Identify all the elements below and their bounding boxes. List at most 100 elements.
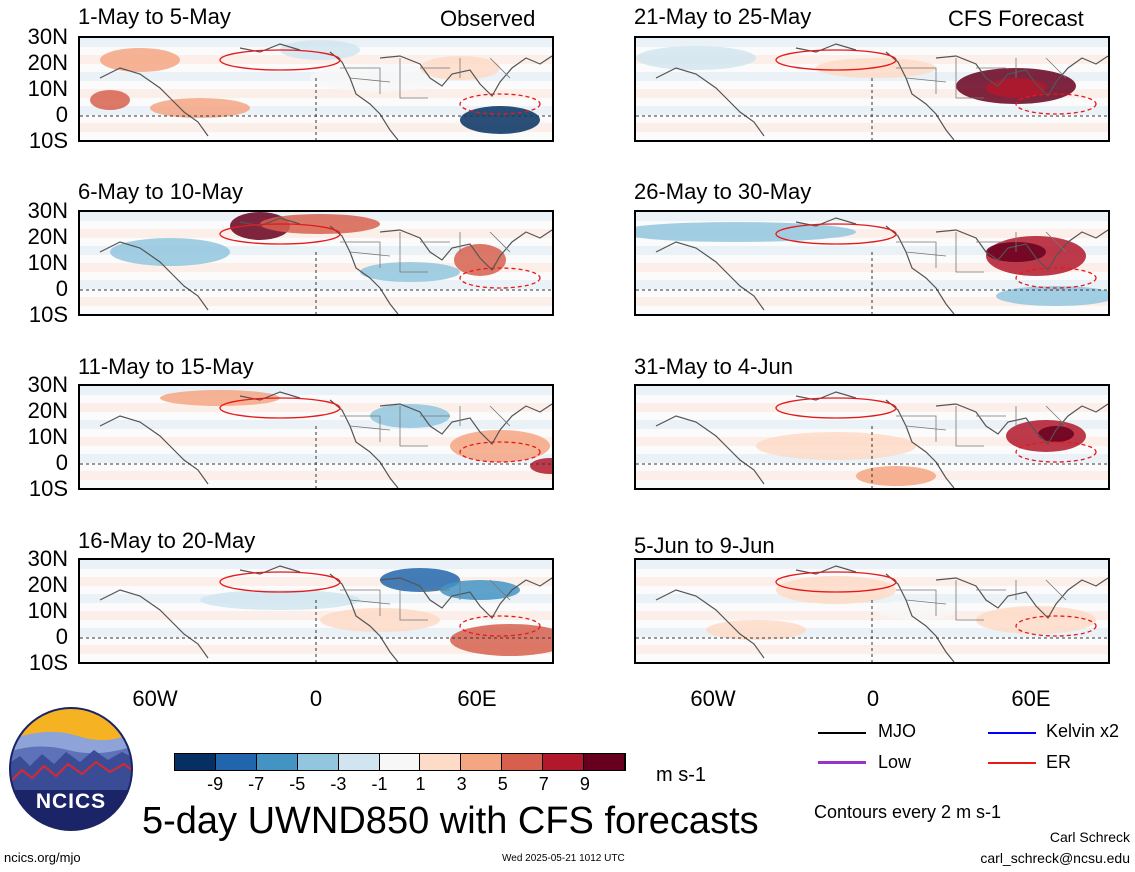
country-borders: [896, 231, 1067, 273]
colorbar-tick-label: 9: [579, 774, 590, 794]
lat-label: 10N: [27, 250, 68, 275]
observed-heading: Observed: [440, 6, 536, 31]
colorbar-tick-label: -7: [248, 774, 265, 794]
anomaly-blob: [776, 576, 896, 604]
country-borders: [896, 405, 1067, 447]
coastline: [99, 43, 552, 140]
lat-label: 10S: [28, 650, 68, 675]
anomaly-blob: [160, 390, 280, 406]
wind-anomaly-map: [636, 560, 1108, 662]
anomaly-blob: [856, 466, 936, 486]
er-contour-negative: [459, 441, 541, 463]
anomaly-blob: [530, 458, 552, 474]
lon-label: 0: [309, 686, 323, 711]
colorbar-tick-label: 5: [497, 774, 508, 794]
map-panel-p5: [634, 36, 1110, 142]
country-borders: [340, 405, 511, 447]
lat-label: 0: [55, 450, 68, 475]
map-panel-p1: [78, 36, 554, 142]
anomaly-band: [636, 229, 1108, 238]
colorbar-swatch: [256, 754, 298, 770]
anomaly-band: [80, 420, 552, 429]
lon-label: 60W: [132, 686, 178, 711]
anomaly-blob: [110, 238, 230, 266]
footer-url: ncics.org/mjo: [4, 850, 81, 865]
footer-email: carl_schreck@ncsu.edu: [980, 850, 1130, 866]
anomaly-band: [80, 577, 552, 586]
er-contour: [775, 49, 897, 71]
lat-label: 30N: [27, 198, 68, 223]
er-contour-negative: [459, 93, 541, 115]
lat-label: 20N: [27, 398, 68, 423]
colorbar-swatch: [175, 754, 216, 770]
country-borders: [340, 231, 511, 273]
panel-title-p8: 5-Jun to 9-Jun: [634, 533, 775, 558]
anomaly-blob: [1038, 426, 1074, 442]
wind-anomaly-map: [636, 386, 1108, 488]
anomaly-band: [80, 611, 552, 620]
country-borders: [896, 579, 1067, 621]
anomaly-band: [636, 263, 1108, 272]
wind-anomaly-map: [80, 212, 552, 314]
lat-label: 10S: [28, 128, 68, 153]
lat-label: 20N: [27, 224, 68, 249]
ncics-logo: NCICS: [8, 706, 134, 832]
anomaly-blob: [280, 40, 360, 60]
colorbar-units: m s-1: [656, 764, 706, 786]
lat-label: 10N: [27, 424, 68, 449]
footer-author: Carl Schreck: [1049, 829, 1130, 845]
colorbar-tick-label: 3: [456, 774, 467, 794]
lat-label: 20N: [27, 50, 68, 75]
colorbar-tick-label: -9: [207, 774, 224, 794]
anomaly-band: [636, 386, 1108, 395]
er-contour-negative: [1015, 441, 1097, 463]
coastline: [655, 565, 1108, 662]
legend-line-mjo: [818, 732, 866, 734]
er-contour-negative: [459, 267, 541, 289]
legend-label-mjo: MJO: [878, 721, 916, 741]
colorbar: [174, 753, 626, 771]
wind-anomaly-map: [636, 212, 1108, 314]
map-panel-p3: [78, 384, 554, 490]
er-contour: [775, 397, 897, 419]
coastline: [99, 565, 552, 662]
country-borders: [340, 57, 511, 99]
coastline: [655, 43, 1108, 140]
colorbar-swatch: [379, 754, 421, 770]
country-borders: [896, 57, 1067, 99]
anomaly-blob: [320, 608, 440, 632]
anomaly-blob: [756, 432, 916, 460]
anomaly-blob: [150, 98, 250, 118]
colorbar-tick-label: -5: [289, 774, 306, 794]
colorbar-swatch: [338, 754, 380, 770]
contour-note: Contours every 2 m s-1: [814, 802, 1002, 822]
legend-label-er: ER: [1046, 752, 1072, 772]
country-borders: [340, 579, 511, 621]
legend-line-er: [988, 762, 1036, 764]
map-panel-p7: [634, 384, 1110, 490]
anomaly-blob: [260, 214, 380, 234]
anomaly-band: [636, 611, 1108, 620]
colorbar-swatch: [502, 754, 544, 770]
anomaly-band: [636, 212, 1108, 221]
lon-label: 60E: [1011, 686, 1051, 711]
lon-label: 60W: [690, 686, 736, 711]
panel-title-p2: 6-May to 10-May: [78, 179, 244, 204]
anomaly-blob: [636, 46, 756, 70]
anomaly-blob: [200, 590, 360, 610]
colorbar-tick-label: 7: [538, 774, 549, 794]
colorbar-swatch: [461, 754, 503, 770]
anomaly-band: [80, 386, 552, 395]
map-panel-p6: [634, 210, 1110, 316]
anomaly-blob: [100, 48, 180, 72]
lat-label: 30N: [27, 24, 68, 49]
anomaly-band: [80, 246, 552, 255]
anomaly-blob: [440, 580, 520, 600]
anomaly-blob: [986, 78, 1046, 98]
coastline: [99, 217, 552, 314]
er-contour: [219, 223, 341, 245]
coastline: [655, 391, 1108, 488]
anomaly-blob: [450, 430, 550, 462]
main-title: 5-day UWND850 with CFS forecasts: [142, 800, 759, 842]
lat-label: 30N: [27, 546, 68, 571]
